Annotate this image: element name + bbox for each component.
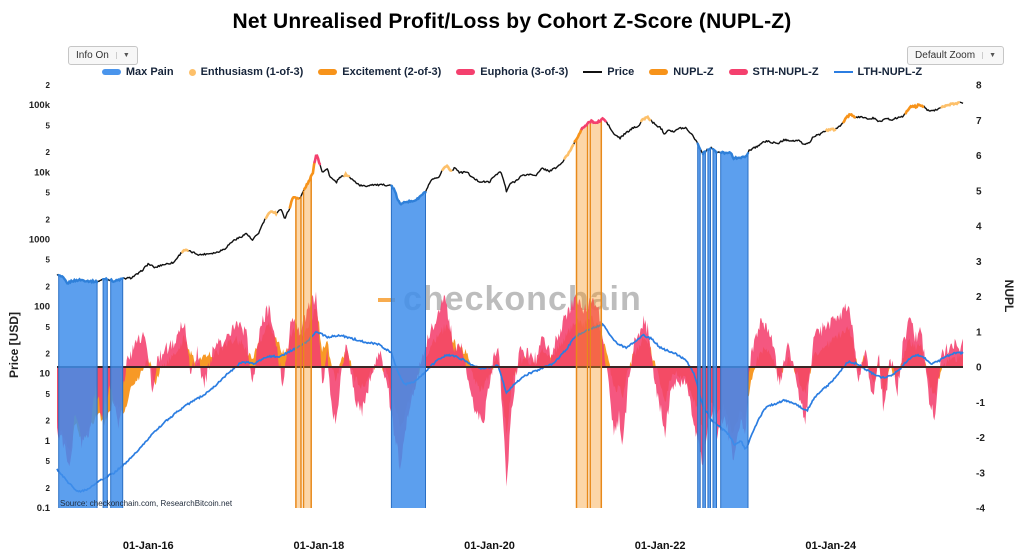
legend-item-max-pain[interactable]: Max Pain (101, 66, 174, 78)
svg-text:-1: -1 (976, 398, 985, 409)
svg-text:6: 6 (976, 151, 982, 162)
legend-label: Price (607, 66, 635, 78)
svg-text:2: 2 (46, 81, 51, 90)
zoom-dropdown-label: Default Zoom (915, 50, 976, 61)
svg-text:01-Jan-16: 01-Jan-16 (123, 540, 174, 552)
svg-text:0.1: 0.1 (37, 503, 51, 514)
legend-marker-icon (188, 68, 196, 76)
svg-text:01-Jan-22: 01-Jan-22 (635, 540, 686, 552)
legend-marker-icon (728, 69, 748, 75)
svg-text:-2: -2 (976, 433, 985, 444)
legend-marker-icon (649, 69, 669, 75)
svg-text:7: 7 (976, 116, 982, 127)
svg-text:4: 4 (976, 222, 982, 233)
source-note: Source: checkonchain.com, ResearchBitcoi… (60, 499, 233, 508)
svg-text:5: 5 (46, 457, 51, 466)
x-axis-tick-labels: 01-Jan-16 01-Jan-18 01-Jan-20 01-Jan-22 01-J… (123, 540, 857, 552)
svg-text:5: 5 (976, 186, 982, 197)
svg-text:2: 2 (46, 417, 51, 426)
watermark-dash-icon (378, 297, 395, 302)
svg-text:2: 2 (976, 292, 982, 303)
price-line (56, 101, 964, 285)
legend-item-price[interactable]: Price (583, 66, 634, 78)
legend-label: Excitement (2-of-3) (342, 66, 442, 78)
svg-text:-3: -3 (976, 468, 985, 479)
y-right-tick-labels: 8 7 6 5 4 3 2 1 0 -1 -2 -3 -4 (976, 81, 985, 515)
info-dropdown-label: Info On (76, 50, 109, 61)
page-title: Net Unrealised Profit/Loss by Cohort Z-S… (232, 10, 792, 33)
svg-text:01-Jan-18: 01-Jan-18 (294, 540, 345, 552)
svg-text:5: 5 (46, 390, 51, 399)
legend-label: STH-NUPL-Z (752, 66, 819, 78)
max-pain-bands (57, 142, 750, 508)
chevron-down-icon: ▼ (115, 52, 130, 59)
svg-text:3: 3 (976, 257, 982, 268)
legend-marker-icon (318, 69, 338, 75)
svg-text:01-Jan-20: 01-Jan-20 (464, 540, 515, 552)
svg-text:1000: 1000 (29, 235, 50, 246)
legend-label: Enthusiasm (1-of-3) (200, 66, 304, 78)
legend-label: Euphoria (3-of-3) (480, 66, 569, 78)
svg-text:-4: -4 (976, 504, 985, 515)
svg-text:10: 10 (39, 369, 50, 380)
legend-item-nupl-z[interactable]: NUPL-Z (649, 66, 714, 78)
legend-item-lth-nupl-z[interactable]: LTH-NUPL-Z (833, 66, 923, 78)
svg-text:100: 100 (34, 302, 50, 313)
info-dropdown[interactable]: Info On ▼ (68, 46, 138, 65)
legend-marker-icon (833, 70, 853, 74)
legend: Max Pain Enthusiasm (1-of-3) Excitement (2… (0, 66, 1024, 78)
chevron-down-icon: ▼ (982, 52, 996, 59)
svg-text:5: 5 (46, 323, 51, 332)
svg-text:10k: 10k (34, 167, 51, 178)
y-axis-title-price: Price [USD] (7, 311, 21, 379)
svg-text:0: 0 (976, 363, 982, 374)
lth-nupl-z-line (56, 322, 964, 494)
legend-item-enthusiasm-1-of-3[interactable]: Enthusiasm (1-of-3) (188, 66, 304, 78)
svg-text:01-Jan-24: 01-Jan-24 (805, 540, 857, 552)
svg-text:5: 5 (46, 256, 51, 265)
svg-text:100k: 100k (29, 100, 51, 111)
svg-text:2: 2 (46, 484, 51, 493)
price-cohort-overlays (181, 101, 960, 254)
zoom-dropdown[interactable]: Default Zoom ▼ (907, 46, 1004, 65)
svg-text:2: 2 (46, 350, 51, 359)
legend-marker-icon (456, 69, 476, 75)
legend-marker-icon (101, 69, 121, 75)
legend-marker-icon (583, 70, 603, 74)
svg-text:8: 8 (976, 81, 982, 92)
svg-text:2: 2 (46, 282, 51, 291)
y-axis-title-nupl: NUPL (1002, 279, 1016, 313)
legend-label: Max Pain (125, 66, 174, 78)
svg-text:2: 2 (46, 215, 51, 224)
svg-text:2: 2 (46, 148, 51, 157)
svg-text:1: 1 (976, 327, 982, 338)
legend-label: LTH-NUPL-Z (857, 66, 923, 78)
svg-text:5: 5 (46, 189, 51, 198)
y-left-tick-labels: 2 100k 5 2 10k 5 2 1000 5 2 100 5 2 10 5 2 1 5 2 0.1 (29, 81, 51, 514)
legend-item-excitement-2-of-3[interactable]: Excitement (2-of-3) (318, 66, 441, 78)
excitement-bands (295, 119, 603, 509)
svg-text:5: 5 (46, 121, 51, 130)
svg-text:1: 1 (45, 436, 51, 447)
legend-label: NUPL-Z (673, 66, 714, 78)
legend-item-euphoria-3-of-3[interactable]: Euphoria (3-of-3) (456, 66, 568, 78)
legend-item-sth-nupl-z[interactable]: STH-NUPL-Z (728, 66, 819, 78)
